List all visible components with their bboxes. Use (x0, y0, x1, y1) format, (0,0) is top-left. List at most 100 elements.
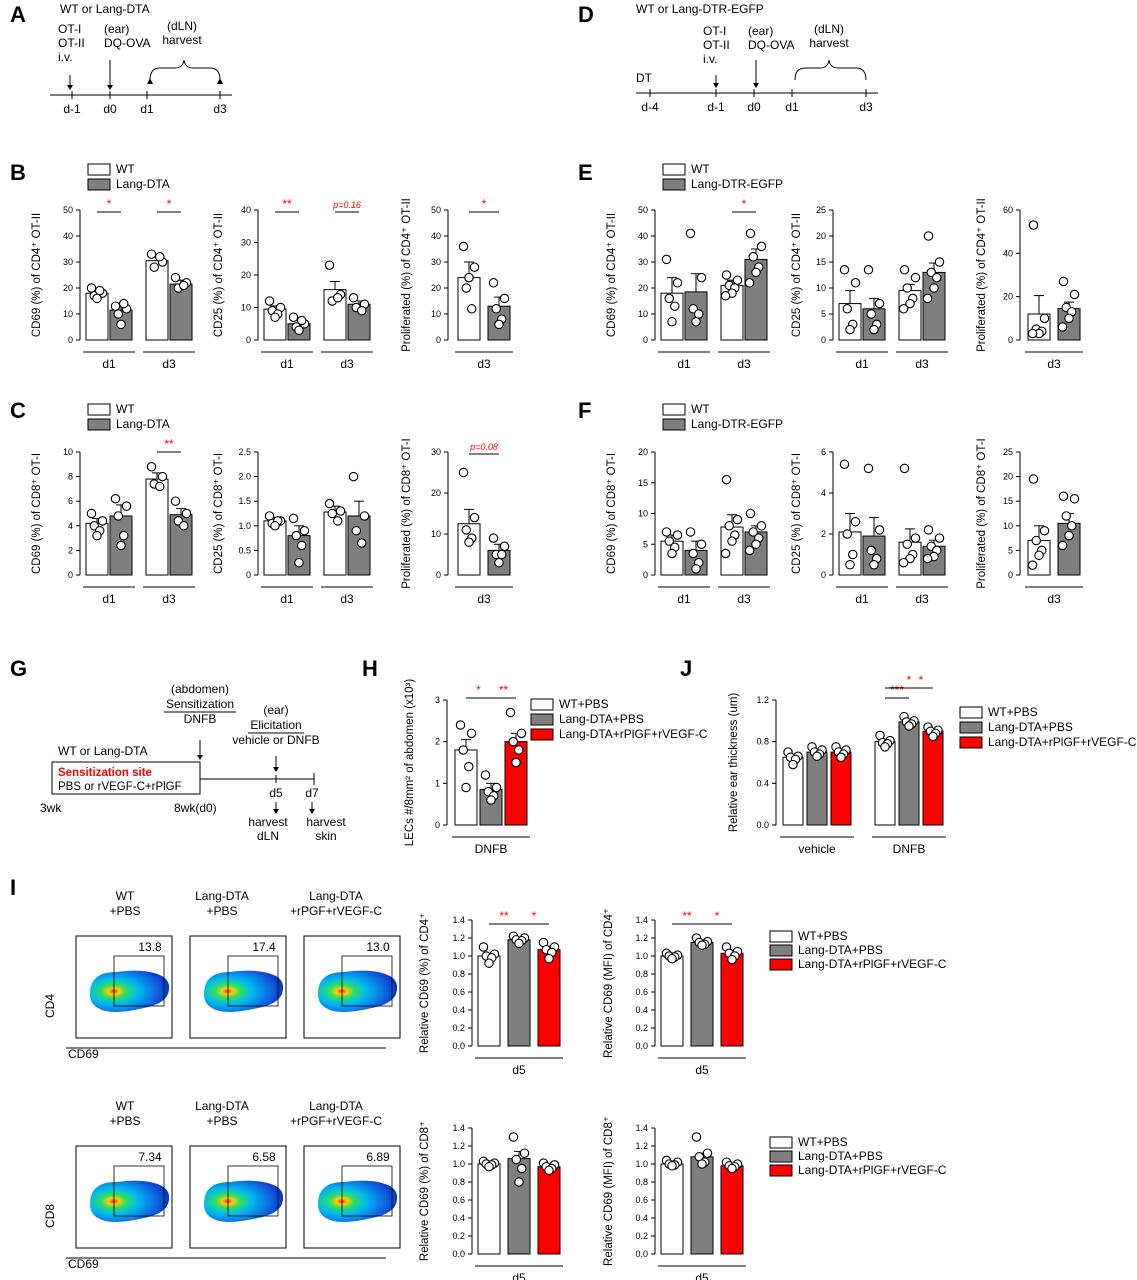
data-point (697, 940, 707, 950)
flow-gate (341, 1165, 393, 1217)
legend-swatch (530, 728, 554, 741)
group-label: d3 (737, 592, 751, 606)
bar (806, 751, 828, 826)
data-point (1064, 530, 1074, 541)
data-point (116, 540, 126, 551)
y-tick-label: 20 (63, 283, 73, 293)
y-tick-label: 30 (431, 257, 441, 267)
group-label: d1 (102, 592, 116, 606)
chart-F1: 0 5 10 15 20 CD69 (%) of CD8⁺ OT-I d1 d3 (606, 447, 770, 606)
data-point (351, 525, 361, 536)
data-point (923, 231, 934, 241)
data-point (727, 536, 737, 546)
data-point (863, 265, 874, 275)
flow-column-title-group: Lang-DTA+rPGF+rVEGF-C (290, 1099, 382, 1128)
group-label: d3 (477, 357, 491, 371)
bar (830, 751, 852, 826)
data-point (904, 721, 914, 731)
bar (477, 1163, 501, 1255)
data-point (458, 241, 469, 252)
y-tick-label: 0.4 (452, 1213, 465, 1223)
treatment-label: PBS or rVEGF-C+rPlGF (58, 781, 182, 793)
y-tick-label: 50 (63, 205, 73, 215)
y-tick-label: 1.0 (238, 521, 251, 531)
bar (720, 1165, 744, 1255)
event-label: DT (636, 71, 653, 85)
y-tick-label: 0.2 (635, 1231, 648, 1241)
harvest-label: dLN (257, 829, 279, 843)
harvest-label: (dLN) (167, 19, 197, 33)
group-label: d3 (340, 592, 354, 606)
legend-label: WT+PBS (798, 929, 848, 943)
sig-label: * (532, 909, 537, 923)
y-tick-label: 25 (1003, 447, 1013, 457)
data-point (146, 249, 157, 259)
data-point (514, 938, 524, 949)
data-point (170, 272, 181, 283)
data-point (1039, 525, 1050, 536)
data-point (839, 265, 850, 275)
group-label: DNFB (475, 842, 508, 856)
data-point (724, 521, 734, 531)
y-tick-label: 0 (435, 820, 440, 830)
data-point (499, 541, 510, 552)
bar (537, 949, 561, 1047)
data-point (899, 463, 910, 474)
bar (169, 283, 193, 341)
bar (287, 535, 311, 576)
data-point (97, 516, 108, 526)
y-tick-label: 0.8 (756, 737, 769, 747)
bar (507, 939, 531, 1047)
data-point (836, 752, 846, 763)
data-point (113, 309, 124, 319)
y-tick-label: 0.4 (452, 1005, 465, 1015)
bar (507, 1158, 531, 1255)
start-label: 3wk (40, 801, 62, 815)
sig-label: * (715, 909, 720, 923)
data-point (1031, 535, 1042, 546)
flow-density (318, 1180, 398, 1222)
data-point (511, 1154, 521, 1165)
y-tick-label: 1.0 (452, 1159, 465, 1169)
chart-F3: 0 5 10 15 20 25 Proliferated (%) of CD8⁺ OT-I d… (976, 438, 1083, 606)
data-point (898, 557, 909, 568)
y-tick-label: 40 (1003, 248, 1013, 258)
data-point (721, 270, 732, 280)
panel-letter-H: H (362, 656, 378, 681)
chart-J: 0.0 0.4 0.8 1.2 Relative ear thickness (um) v… (728, 673, 946, 856)
timeline-tick-label: d-1 (707, 100, 725, 114)
legend-swatch (87, 163, 111, 176)
harvest-brace (794, 59, 867, 81)
flow-column-title: +PBS (109, 1114, 140, 1128)
y-tick-label: 0 (821, 570, 826, 580)
data-point (348, 471, 359, 482)
y-tick-label: 0.0 (452, 1249, 465, 1259)
group-label: d3 (477, 592, 491, 606)
flow-column-title: WT (116, 889, 135, 903)
y-tick-label: 30 (241, 238, 251, 248)
data-point (488, 533, 499, 543)
data-point (934, 257, 945, 267)
sensitization-label: (abdomen) (171, 682, 229, 696)
legend-label: Lang-DTA+rPlGF+rVEGF-C (559, 727, 708, 741)
y-tick-label: 2.5 (238, 447, 251, 457)
chart-B2: 0 10 20 30 40 CD25 (%) of CD4⁺ OT-II d1 d3 ** p=0… (213, 197, 373, 371)
group-label: d3 (340, 357, 354, 371)
event-label-group: (ear)DQ-OVA (104, 22, 150, 50)
site-box (51, 761, 201, 795)
event-label: OT-II (58, 36, 85, 50)
y-tick-label: 15 (816, 257, 826, 267)
y-tick-label: 0 (436, 570, 441, 580)
bar (145, 260, 169, 341)
data-point (119, 298, 129, 309)
y-tick-label: 30 (63, 257, 73, 267)
data-point (461, 283, 471, 293)
legend-swatch (87, 418, 111, 431)
y-tick-label: 0 (1008, 570, 1013, 580)
data-point (688, 548, 698, 559)
event-label: DQ-OVA (104, 36, 150, 50)
data-point (696, 272, 707, 283)
data-point (478, 942, 489, 952)
y-axis-label: CD25 (%) of CD4⁺ OT-II (213, 213, 225, 337)
